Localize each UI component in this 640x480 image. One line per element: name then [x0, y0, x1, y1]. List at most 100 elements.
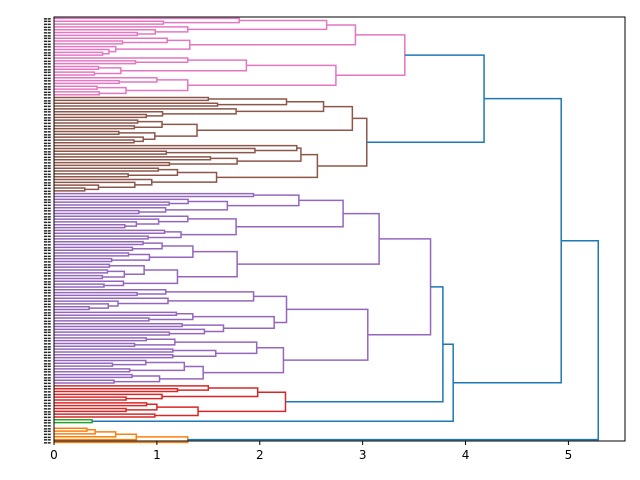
dendrogram-link-top [453, 97, 562, 384]
leaf-label: ▬▬ [43, 369, 51, 374]
leaf-label: ▬▬ [43, 87, 51, 92]
leaf-label: ▬▬ [43, 44, 51, 49]
leaf-label: ▬▬ [43, 194, 51, 199]
dendrogram-link [154, 123, 198, 137]
leaf-label: ▬▬ [43, 400, 51, 405]
leaf-label: ▬▬ [43, 188, 51, 193]
dendrogram-link [54, 20, 165, 25]
leaf-label: ▬▬ [43, 304, 51, 309]
leaf-label: ▬▬ [43, 214, 51, 219]
leaf-label: ▬▬ [43, 431, 51, 436]
dendrogram-link [54, 373, 133, 379]
dendrogram-link [97, 86, 127, 95]
dendrogram-link [129, 361, 186, 372]
leaf-label: ▬▬ [43, 39, 51, 44]
dendrogram-link [54, 402, 148, 407]
dendrogram-link [208, 98, 288, 106]
dendrogram-link [54, 354, 174, 359]
leaf-label: ▬▬ [43, 364, 51, 369]
dendrogram-link [54, 91, 101, 96]
leaf-label: ▬▬ [43, 112, 51, 117]
leaf-label: ▬▬ [43, 217, 51, 222]
dendrogram-link [54, 161, 171, 167]
leaf-label: ▬▬ [43, 115, 51, 120]
dendrogram-link [54, 102, 219, 107]
dendrogram-link [54, 187, 86, 192]
dendrogram-link [198, 391, 287, 413]
dendrogram-link [54, 119, 139, 124]
dendrogram-link [54, 240, 144, 246]
leaf-label: ▬▬ [43, 296, 51, 301]
leaf-label: ▬▬ [43, 78, 51, 83]
leaf-label: ▬▬ [43, 143, 51, 148]
dendrogram-link [54, 150, 167, 155]
dendrogram-link [54, 283, 105, 288]
dendrogram-link [134, 120, 163, 128]
leaf-label: ▬▬ [43, 301, 51, 306]
leaf-label: ▬▬ [43, 333, 51, 338]
leaf-label: ▬▬ [43, 121, 51, 126]
leaf-label: ▬▬ [43, 171, 51, 176]
leaf-label: ▬▬ [43, 440, 51, 445]
dendrogram-link [54, 60, 137, 65]
dendrogram-link [54, 427, 88, 432]
x-tick-4: 4 [462, 441, 470, 462]
dendrogram-link [54, 79, 120, 85]
leaf-label: ▬▬ [43, 163, 51, 168]
leaf-label: ▬▬ [43, 316, 51, 321]
leaf-label: ▬▬ [43, 389, 51, 394]
leaf-label: ▬▬ [43, 72, 51, 77]
dendrogram-link [54, 31, 139, 37]
leaf-label: ▬▬ [43, 290, 51, 295]
leaf-label: ▬▬ [43, 381, 51, 386]
dendrogram-link [165, 200, 229, 211]
leaf-label: ▬▬ [43, 341, 51, 346]
dendrogram-link [54, 257, 113, 263]
dendrogram-link [54, 263, 111, 268]
dendrogram-link [182, 324, 225, 333]
leaf-label: ▬▬ [43, 420, 51, 425]
dendrogram-link-top [285, 286, 444, 403]
leaf-label: ▬▬ [43, 273, 51, 278]
leaf-label: ▬▬ [43, 279, 51, 284]
dendrogram-link [54, 125, 136, 130]
leaf-label: ▬▬ [43, 392, 51, 397]
dendrogram-link [54, 407, 127, 413]
leaf-label: ▬▬ [43, 129, 51, 134]
leaf-label: ▬▬ [43, 140, 51, 145]
leaf-label: ▬▬ [43, 327, 51, 332]
dendrogram-link [54, 130, 120, 136]
leaf-label: ▬▬ [43, 383, 51, 388]
leaf-label: ▬▬ [43, 75, 51, 80]
dendrogram-link [54, 40, 124, 45]
dendrogram-link [54, 311, 178, 316]
leaf-label: ▬▬ [43, 267, 51, 272]
leaf-label: ▬▬ [43, 84, 51, 89]
dendrogram-link [335, 34, 406, 77]
leaf-label: ▬▬ [43, 123, 51, 128]
leaf-label: ▬▬ [43, 366, 51, 371]
leaf-label: ▬▬ [43, 47, 51, 52]
leaf-label: ▬▬ [43, 406, 51, 411]
leaf-label: ▬▬ [43, 64, 51, 69]
leaf-label: ▬▬ [43, 293, 51, 298]
dendrogram-link [54, 396, 127, 401]
leaf-label: ▬▬ [43, 174, 51, 179]
leaf-label: ▬▬ [43, 284, 51, 289]
leaf-label: ▬▬ [43, 313, 51, 318]
dendrogram-link [123, 269, 179, 285]
leaf-label: ▬▬ [43, 67, 51, 72]
dendrogram-link [187, 19, 328, 31]
leaf-label: ▬▬ [43, 239, 51, 244]
leaf-label: ▬▬ [43, 219, 51, 224]
dendrogram-link [172, 349, 217, 357]
dendrogram-link [237, 212, 380, 265]
plot-frame [53, 16, 626, 442]
leaf-label: ▬▬ [43, 205, 51, 210]
leaf-label: ▬▬ [43, 58, 51, 63]
dendrogram-link [54, 173, 129, 178]
x-tick-label: 0 [50, 448, 58, 462]
x-tick-1: 1 [153, 441, 161, 462]
x-tick-label: 4 [462, 448, 470, 462]
leaf-label: ▬▬ [43, 253, 51, 258]
